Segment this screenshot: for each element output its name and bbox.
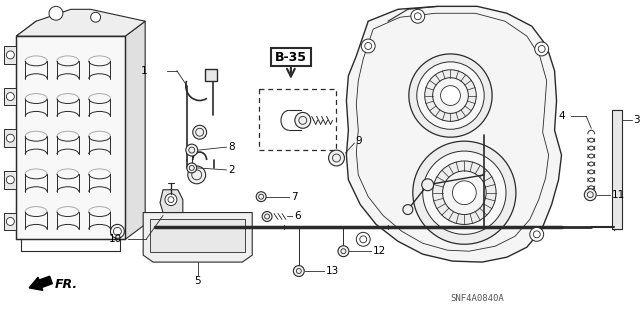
Circle shape <box>356 232 370 246</box>
FancyBboxPatch shape <box>259 89 337 150</box>
Circle shape <box>361 39 375 53</box>
Circle shape <box>91 12 100 22</box>
Circle shape <box>584 189 596 201</box>
Circle shape <box>442 171 486 214</box>
Circle shape <box>293 266 304 277</box>
Text: 8: 8 <box>228 142 235 152</box>
Circle shape <box>328 150 344 166</box>
Circle shape <box>6 51 14 59</box>
Circle shape <box>433 161 496 225</box>
Circle shape <box>535 42 548 56</box>
Circle shape <box>417 62 484 129</box>
Text: 5: 5 <box>194 276 200 286</box>
Circle shape <box>423 151 506 234</box>
Circle shape <box>193 125 207 139</box>
Text: B-35: B-35 <box>275 51 307 64</box>
Polygon shape <box>4 88 16 106</box>
Circle shape <box>440 85 460 106</box>
Circle shape <box>262 211 272 221</box>
Text: 9: 9 <box>355 136 362 146</box>
Text: 11: 11 <box>612 190 625 200</box>
Circle shape <box>433 78 468 114</box>
Circle shape <box>425 70 476 121</box>
Circle shape <box>186 144 198 156</box>
Text: 13: 13 <box>326 266 339 276</box>
Text: 6: 6 <box>294 211 301 221</box>
Text: 7: 7 <box>291 192 298 202</box>
Polygon shape <box>4 46 16 64</box>
Circle shape <box>295 112 310 128</box>
Circle shape <box>6 218 14 226</box>
Polygon shape <box>150 219 245 252</box>
Polygon shape <box>4 171 16 189</box>
Polygon shape <box>16 21 145 36</box>
Circle shape <box>6 134 14 142</box>
Circle shape <box>165 194 177 205</box>
Circle shape <box>6 93 14 100</box>
Bar <box>612 110 622 229</box>
Text: 10: 10 <box>109 234 122 244</box>
Circle shape <box>411 9 425 23</box>
Circle shape <box>413 141 516 244</box>
Circle shape <box>422 179 434 191</box>
Polygon shape <box>4 212 16 230</box>
FancyArrow shape <box>29 276 52 290</box>
Polygon shape <box>16 9 145 36</box>
Circle shape <box>188 166 205 184</box>
Circle shape <box>187 163 196 173</box>
Text: SNF4A0840A: SNF4A0840A <box>451 294 504 303</box>
Polygon shape <box>160 190 183 212</box>
Circle shape <box>409 54 492 137</box>
Polygon shape <box>125 21 145 239</box>
Circle shape <box>338 246 349 257</box>
Text: FR.: FR. <box>55 278 78 291</box>
FancyBboxPatch shape <box>271 48 310 66</box>
Text: 1: 1 <box>141 66 148 76</box>
Polygon shape <box>205 69 216 81</box>
Polygon shape <box>16 36 125 239</box>
Circle shape <box>6 176 14 184</box>
Circle shape <box>452 181 476 204</box>
Text: 12: 12 <box>373 246 387 256</box>
Circle shape <box>49 6 63 20</box>
Polygon shape <box>4 129 16 147</box>
Text: 4: 4 <box>559 111 565 121</box>
Circle shape <box>256 192 266 202</box>
Text: 3: 3 <box>633 115 639 125</box>
Polygon shape <box>143 212 252 262</box>
Polygon shape <box>346 6 561 262</box>
Text: 2: 2 <box>228 165 235 175</box>
Circle shape <box>530 227 543 241</box>
Circle shape <box>403 204 413 214</box>
